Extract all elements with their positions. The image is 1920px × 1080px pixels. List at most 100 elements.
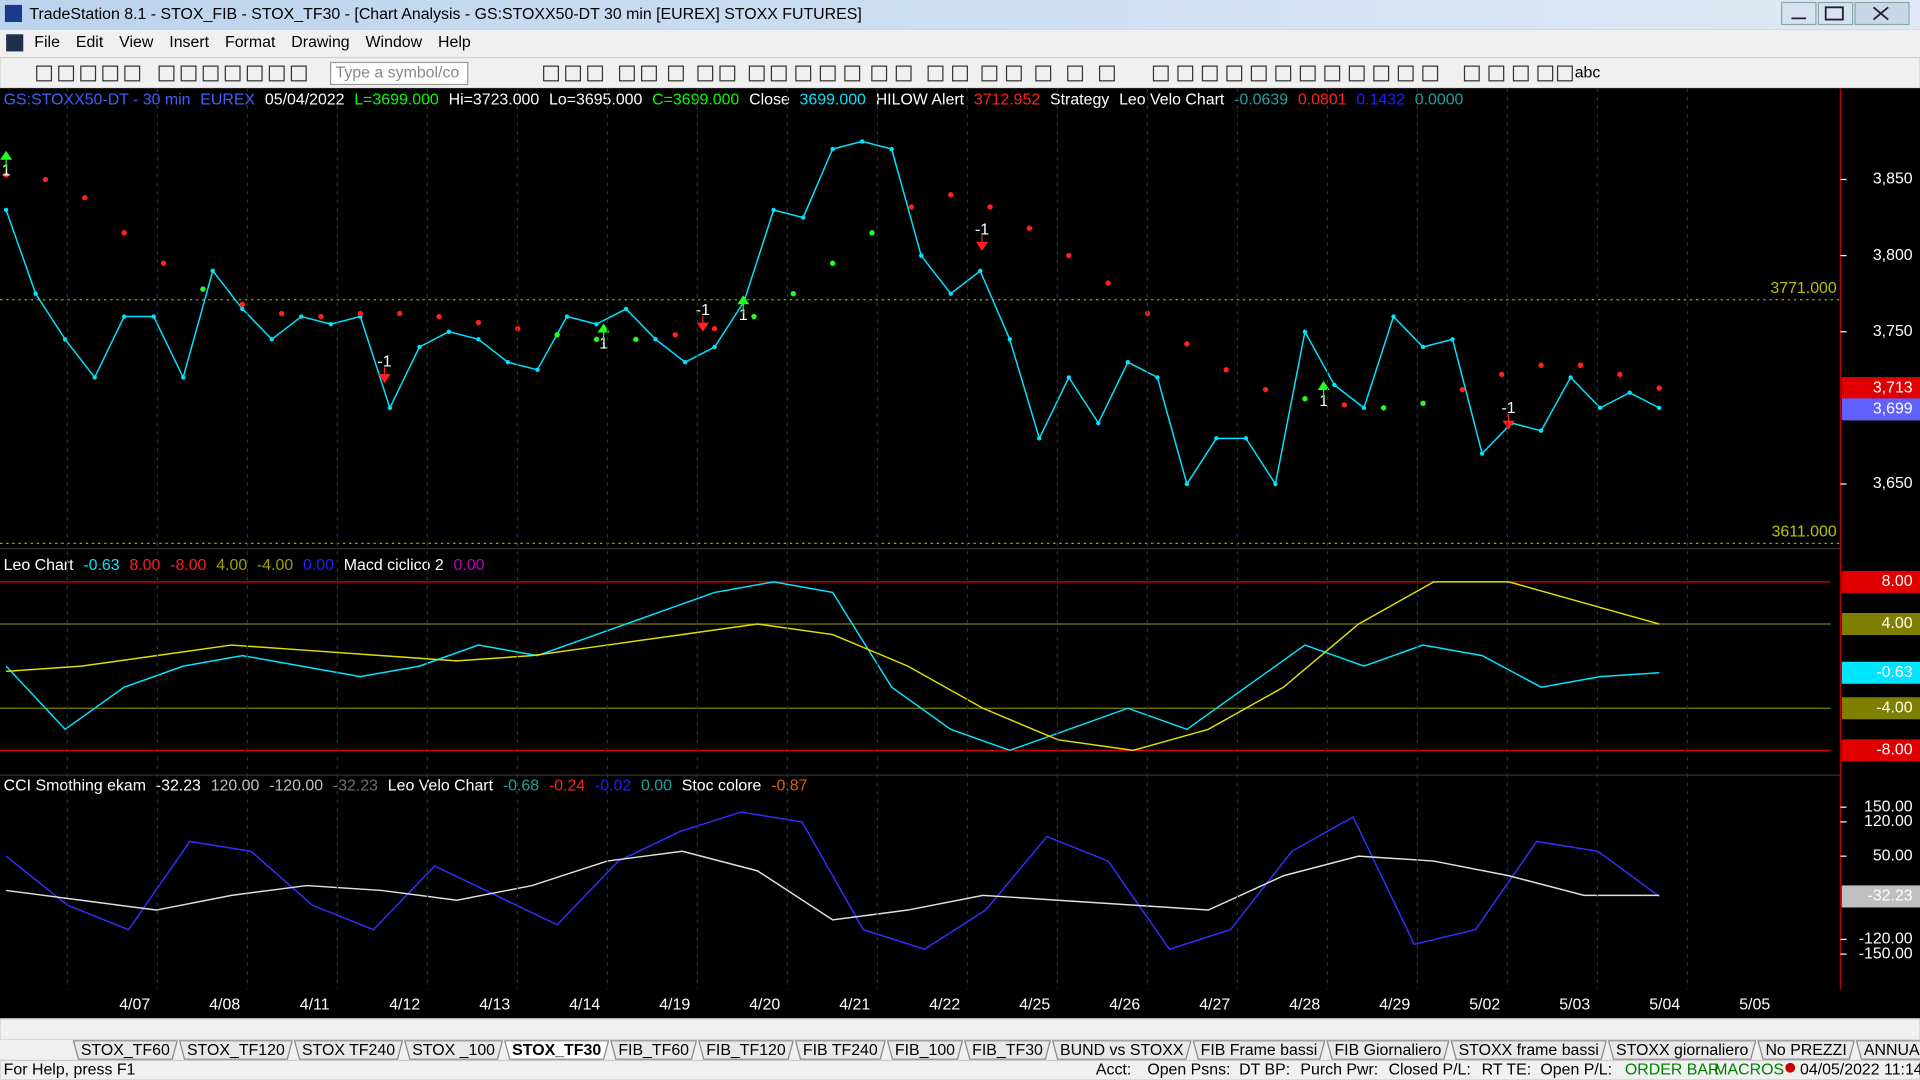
tool-icon[interactable]: [290, 65, 307, 82]
tab-label[interactable]: BUND vs STOXX: [1060, 1042, 1184, 1059]
tool-icon[interactable]: [927, 65, 944, 82]
tool-icon[interactable]: [1098, 65, 1115, 82]
tool-icon[interactable]: [1152, 65, 1169, 82]
tab-label[interactable]: FIB Giornaliero: [1334, 1042, 1441, 1059]
tool-icon[interactable]: [246, 65, 263, 82]
tab-label[interactable]: FIB Frame bassi: [1201, 1042, 1318, 1059]
tool-icon[interactable]: [1299, 65, 1316, 82]
menu-item[interactable]: Edit: [76, 34, 104, 51]
symbol-box[interactable]: [330, 61, 469, 86]
scrollbar[interactable]: [0, 1018, 1920, 1041]
tool-icon[interactable]: [1512, 65, 1529, 82]
tab[interactable]: [1326, 1040, 1450, 1060]
tool-icon[interactable]: [871, 65, 888, 82]
tool-icon[interactable]: [1005, 65, 1022, 82]
tool-icon[interactable]: [1556, 65, 1573, 82]
window-buttons[interactable]: [1781, 1, 1910, 26]
tool-icon[interactable]: [667, 65, 684, 82]
tab-label[interactable]: FIB_TF30: [972, 1042, 1043, 1059]
tool-icon[interactable]: [565, 65, 582, 82]
tool-icon[interactable]: [952, 65, 968, 82]
tab-label[interactable]: STOX_TF30: [512, 1042, 601, 1059]
tab[interactable]: [698, 1040, 794, 1060]
tool-icon[interactable]: [719, 65, 736, 82]
tool-icon[interactable]: [158, 65, 175, 82]
tool-icon[interactable]: [587, 65, 604, 82]
tool-icon[interactable]: [1537, 65, 1554, 82]
tab-label[interactable]: STOX_TF120: [187, 1042, 285, 1059]
tab[interactable]: [504, 1040, 610, 1060]
menu-item[interactable]: Format: [225, 34, 276, 51]
tab-label[interactable]: FIB_100: [895, 1042, 955, 1059]
tool-icon[interactable]: [981, 65, 998, 82]
tool-icon[interactable]: [1397, 65, 1414, 82]
tool-icon[interactable]: [795, 65, 812, 82]
tab[interactable]: [1757, 1040, 1855, 1060]
tab-label[interactable]: No PREZZI: [1765, 1042, 1846, 1059]
tab[interactable]: [1192, 1040, 1326, 1060]
tab-label[interactable]: FIB_TF120: [706, 1042, 786, 1059]
menu-item[interactable]: Window: [366, 34, 423, 51]
tool-icon[interactable]: [641, 65, 657, 82]
tab-label[interactable]: FIB TF240: [803, 1042, 878, 1059]
tool-icon[interactable]: [1067, 65, 1084, 82]
tab[interactable]: [293, 1040, 404, 1060]
tool-icon[interactable]: [202, 65, 219, 82]
tool-icon[interactable]: [618, 65, 635, 82]
tab[interactable]: [1607, 1040, 1757, 1060]
tab[interactable]: [1051, 1040, 1192, 1060]
tool-icon[interactable]: [844, 65, 861, 82]
tab[interactable]: [1855, 1040, 1920, 1060]
tool-icon[interactable]: [748, 65, 765, 82]
minimize[interactable]: [1781, 1, 1817, 26]
tab-label[interactable]: STOXX frame bassi: [1459, 1042, 1599, 1059]
tool-icon[interactable]: [1463, 65, 1480, 82]
tool-icon[interactable]: [1226, 65, 1243, 82]
tool-icon[interactable]: [1488, 65, 1505, 82]
menu-item[interactable]: View: [119, 34, 154, 51]
tab-label[interactable]: ANNUALE Indici: [1864, 1042, 1920, 1059]
menu-item[interactable]: Insert: [169, 34, 209, 51]
tool-icon[interactable]: [224, 65, 241, 82]
tab[interactable]: [886, 1040, 964, 1060]
tool-icon[interactable]: [102, 65, 119, 82]
tool-icon[interactable]: [1035, 65, 1052, 82]
menu-item[interactable]: File: [34, 34, 60, 51]
tool-icon[interactable]: [1201, 65, 1218, 82]
tool-icon[interactable]: [697, 65, 714, 82]
tab-label[interactable]: STOX_TF60: [81, 1042, 170, 1059]
tool-icon[interactable]: [819, 65, 836, 82]
tab-label[interactable]: FIB_TF60: [618, 1042, 689, 1059]
tool-icon[interactable]: [895, 65, 912, 82]
menu-item[interactable]: Help: [438, 34, 471, 51]
tool-icon[interactable]: [1177, 65, 1194, 82]
tool-icon[interactable]: [1324, 65, 1341, 82]
y-tick-label: -4.00: [1876, 699, 1912, 716]
tab-label[interactable]: STOX _100: [412, 1042, 495, 1059]
tab[interactable]: [1450, 1040, 1607, 1060]
tab[interactable]: [72, 1040, 178, 1060]
tool-icon[interactable]: [1250, 65, 1267, 82]
tool-icon[interactable]: [58, 65, 75, 82]
tool-icon[interactable]: [36, 65, 53, 82]
tool-icon[interactable]: [1373, 65, 1390, 82]
tab[interactable]: [964, 1040, 1052, 1060]
tool-icon[interactable]: [543, 65, 559, 82]
tab[interactable]: [610, 1040, 698, 1060]
maximize[interactable]: [1817, 1, 1854, 26]
tool-icon[interactable]: [770, 65, 787, 82]
text-tool[interactable]: abc: [1575, 65, 1601, 82]
tab[interactable]: [794, 1040, 886, 1060]
tool-icon[interactable]: [180, 65, 197, 82]
tab[interactable]: [404, 1040, 504, 1060]
tool-icon[interactable]: [124, 65, 141, 82]
tool-icon[interactable]: [80, 65, 97, 82]
tab[interactable]: [178, 1040, 293, 1060]
menu-item[interactable]: Drawing: [291, 34, 349, 51]
tool-icon[interactable]: [1348, 65, 1365, 82]
tab-label[interactable]: STOXX giornaliero: [1616, 1042, 1748, 1059]
tab-label[interactable]: STOX TF240: [302, 1042, 395, 1059]
tool-icon[interactable]: [268, 65, 285, 82]
tool-icon[interactable]: [1422, 65, 1439, 82]
tool-icon[interactable]: [1275, 65, 1292, 82]
